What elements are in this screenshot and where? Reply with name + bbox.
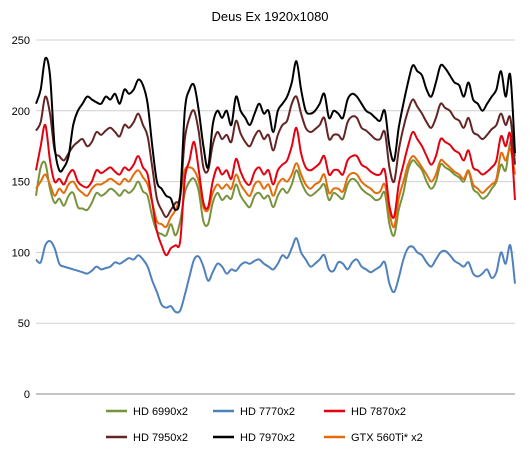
- y-axis-ticks: 0 50 100 150 200 250: [12, 35, 30, 401]
- y-tick-label: 50: [18, 318, 30, 330]
- legend-item: HD 7970x2: [213, 432, 295, 444]
- series-line-hd-7970x2: [35, 56, 516, 211]
- legend-label: HD 7770x2: [240, 406, 295, 418]
- y-tick-label: 250: [12, 35, 30, 47]
- grid-lines: [36, 39, 515, 395]
- series-line-hd-7870x2: [35, 123, 516, 257]
- legend-item: HD 6990x2: [106, 406, 188, 418]
- legend-item: HD 7870x2: [324, 406, 406, 418]
- y-tick-label: 200: [12, 106, 30, 118]
- plot-area: [35, 56, 516, 314]
- chart-title: Deus Ex 1920x1080: [211, 9, 328, 24]
- legend-label: HD 7950x2: [133, 432, 188, 444]
- y-tick-label: 0: [24, 389, 30, 401]
- series-line-hd-6990x2: [35, 140, 516, 237]
- series-line-gtx-560ti-x2: [35, 147, 516, 229]
- legend-item: HD 7950x2: [106, 432, 188, 444]
- series-line-hd-7950x2: [35, 95, 516, 218]
- legend-label: HD 6990x2: [133, 406, 188, 418]
- legend-label: HD 7970x2: [240, 432, 295, 444]
- series-line-hd-7770x2: [35, 237, 516, 314]
- y-tick-label: 100: [12, 247, 30, 259]
- legend-label: HD 7870x2: [351, 406, 406, 418]
- legend-item: HD 7770x2: [213, 406, 295, 418]
- legend-item: GTX 560Ti* x2: [324, 432, 423, 444]
- legend: HD 6990x2 HD 7770x2 HD 7870x2 HD 7950x2 HD 7…: [106, 406, 423, 444]
- legend-label: GTX 560Ti* x2: [351, 432, 423, 444]
- y-tick-label: 150: [12, 177, 30, 189]
